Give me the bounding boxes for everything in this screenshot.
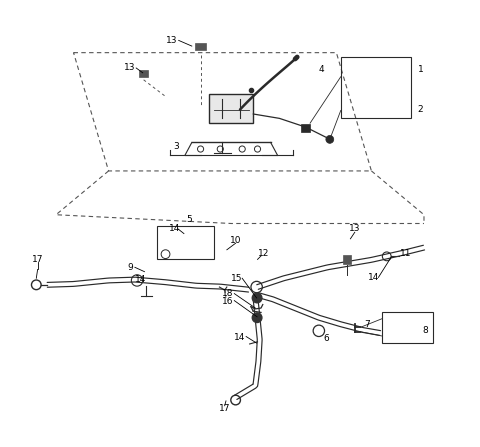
- Text: 17: 17: [32, 255, 43, 264]
- Text: 6: 6: [324, 334, 330, 343]
- Circle shape: [252, 293, 262, 303]
- Circle shape: [326, 135, 334, 143]
- Text: 1: 1: [418, 65, 423, 74]
- Bar: [195, 42, 206, 51]
- FancyBboxPatch shape: [209, 94, 253, 123]
- Text: 16: 16: [222, 297, 233, 306]
- Bar: [139, 70, 148, 77]
- Text: 11: 11: [400, 249, 411, 258]
- Text: 5: 5: [187, 215, 192, 224]
- Text: 13: 13: [167, 36, 178, 45]
- Text: 7: 7: [364, 320, 370, 329]
- Text: 14: 14: [234, 333, 246, 342]
- Text: 3: 3: [174, 142, 180, 152]
- Text: 17: 17: [219, 404, 230, 413]
- Text: 18: 18: [222, 289, 233, 298]
- Text: 13: 13: [124, 63, 135, 72]
- Text: 4: 4: [318, 65, 324, 74]
- Text: 13: 13: [349, 224, 360, 233]
- Text: 8: 8: [423, 326, 429, 335]
- Text: 10: 10: [230, 236, 241, 245]
- Text: 14: 14: [135, 274, 147, 284]
- Text: 14: 14: [168, 224, 180, 233]
- Text: 9: 9: [128, 263, 133, 272]
- Text: 14: 14: [368, 273, 379, 282]
- Bar: [343, 255, 351, 264]
- Text: 12: 12: [258, 249, 270, 258]
- Text: 2: 2: [418, 105, 423, 114]
- Text: 15: 15: [231, 274, 242, 283]
- Circle shape: [252, 313, 262, 322]
- Bar: [301, 124, 310, 131]
